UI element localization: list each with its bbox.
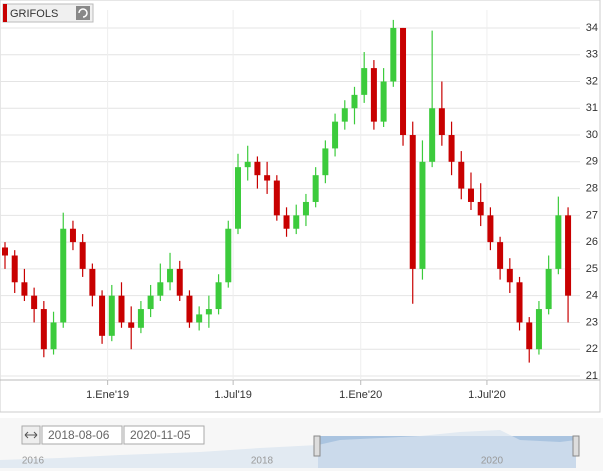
candle-body — [409, 135, 416, 269]
candle-body — [264, 175, 271, 181]
candle-body — [2, 247, 8, 256]
plot-border — [0, 0, 601, 413]
y-tick-label: 33 — [586, 49, 598, 61]
candle-body — [234, 167, 241, 229]
x-tick-label: 1.Ene'20 — [339, 389, 382, 401]
navigator-handle[interactable] — [313, 435, 321, 457]
title-marker — [3, 4, 7, 22]
candle-body — [487, 215, 494, 243]
candle-body — [400, 27, 407, 136]
candle-body — [11, 255, 18, 283]
candle-body — [545, 268, 552, 310]
navigator-handle[interactable] — [572, 435, 580, 457]
candle-body — [380, 81, 387, 122]
candle-body — [429, 108, 436, 162]
refresh-icon — [78, 8, 88, 18]
navigator-label: 2018 — [251, 456, 274, 467]
candle-body — [322, 148, 329, 176]
candle-body — [312, 175, 319, 202]
candle-body — [390, 27, 397, 82]
candle-body — [128, 322, 135, 328]
candle-body — [176, 268, 183, 296]
candle-body — [283, 215, 290, 229]
candle-body — [99, 295, 106, 336]
candle-body — [351, 94, 358, 109]
candle-body — [244, 161, 251, 168]
refresh-button[interactable] — [76, 6, 90, 20]
candle-body — [40, 309, 47, 350]
y-tick-label: 24 — [586, 290, 598, 302]
candle-body — [302, 201, 309, 216]
chart-title: GRIFOLS — [10, 8, 58, 20]
candle-body — [205, 309, 212, 315]
y-tick-label: 25 — [586, 263, 598, 275]
candle-body — [458, 161, 465, 189]
y-tick-label: 27 — [586, 209, 598, 221]
candle-body — [467, 188, 474, 202]
date-input[interactable] — [123, 425, 205, 445]
candle-body — [60, 228, 67, 323]
candle-body — [565, 215, 572, 296]
candle-body — [535, 309, 542, 350]
candle-body — [438, 108, 445, 136]
y-tick-label: 34 — [586, 22, 598, 34]
candle-body — [79, 242, 86, 269]
date-to: 2020-11-05 — [130, 428, 191, 442]
navigator-label: 2020 — [481, 456, 504, 467]
candle-body — [137, 309, 144, 328]
candle-body — [21, 282, 28, 296]
candle-body — [341, 108, 348, 122]
x-tick-label: 1.Ene'19 — [86, 389, 129, 401]
candle-body — [273, 180, 280, 216]
candle-body — [50, 322, 57, 350]
x-tick-label: 1.Jul'20 — [468, 389, 506, 401]
candle-body — [477, 201, 484, 216]
candle-body — [167, 268, 174, 283]
x-tick-label: 1.Jul'19 — [214, 389, 252, 401]
navigator-label: 2016 — [22, 456, 45, 467]
navigator-area — [0, 430, 576, 468]
candle-body — [225, 228, 232, 283]
candle-body — [497, 242, 504, 269]
candle-body — [157, 282, 164, 296]
candle-body — [118, 295, 125, 323]
plot: 21 22 23 24 25 26 27 28 29 30 31 32 33 34 1.Ene'19 1.Ju… — [0, 0, 601, 413]
candle-body — [215, 282, 222, 310]
y-tick-label: 31 — [586, 102, 598, 114]
candle-body — [186, 295, 193, 323]
candle-body — [196, 314, 203, 323]
y-tick-label: 22 — [586, 343, 598, 355]
candle-body — [108, 295, 115, 336]
navigator: 2018-08-06 2020-11-05 2016 2018 2020 — [0, 418, 603, 471]
candle-body — [147, 295, 154, 310]
y-tick-label: 28 — [586, 182, 598, 194]
candle-body — [555, 215, 562, 269]
y-tick-label: 30 — [586, 129, 598, 141]
candle-body — [89, 268, 96, 296]
candle-body — [254, 161, 261, 176]
candle-body — [332, 121, 339, 149]
y-tick-label: 32 — [586, 75, 598, 87]
candle-body — [506, 268, 513, 283]
candle-body — [526, 322, 533, 350]
candle-body — [419, 161, 426, 269]
candle-body — [69, 228, 76, 243]
y-tick-label: 29 — [586, 156, 598, 168]
y-tick-label: 23 — [586, 316, 598, 328]
y-tick-label: 26 — [586, 236, 598, 248]
candle-body — [361, 68, 368, 95]
candle-body — [370, 68, 377, 122]
candle-body — [31, 295, 38, 310]
date-input[interactable] — [41, 425, 123, 445]
candle-body — [516, 282, 523, 323]
date-from: 2018-08-06 — [48, 428, 110, 442]
range-icon — [24, 431, 38, 439]
candle-body — [448, 135, 455, 162]
y-tick-label: 21 — [586, 370, 598, 382]
candle-body — [293, 215, 300, 229]
